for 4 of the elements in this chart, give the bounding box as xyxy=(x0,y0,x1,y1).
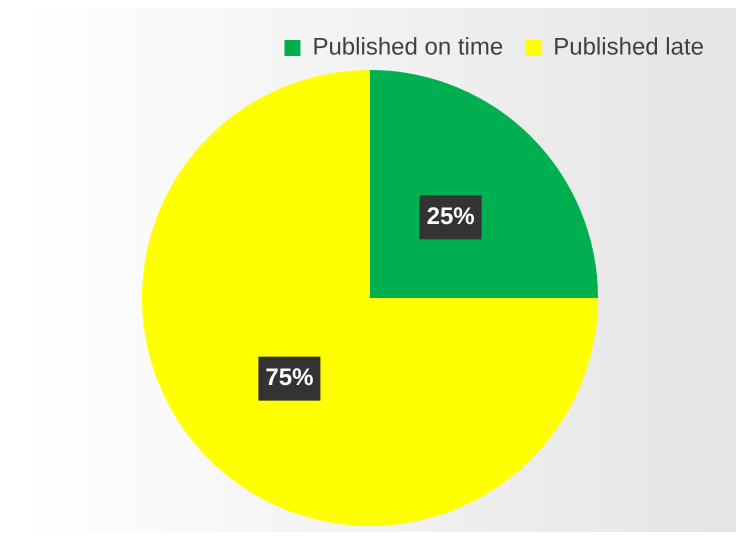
data-label: 25% xyxy=(426,203,475,230)
legend-label: Published late xyxy=(553,34,704,61)
data-label: 75% xyxy=(265,364,314,392)
legend-label: Published on time xyxy=(312,34,504,61)
